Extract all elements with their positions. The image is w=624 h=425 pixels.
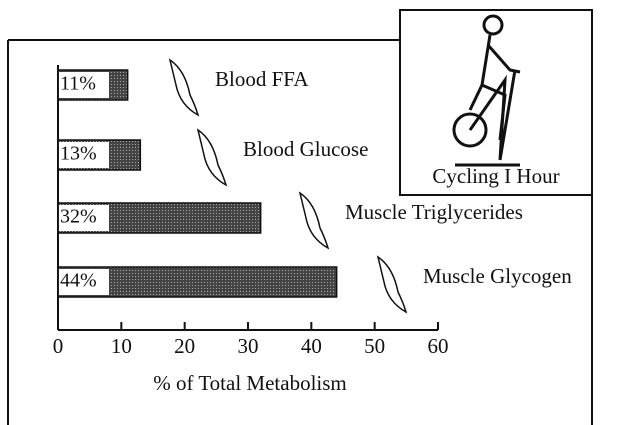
muscle-icon [198, 130, 226, 185]
category-label: Blood FFA [215, 67, 309, 91]
chart: Cycling I Hour % of Total Metabolism 0 10… [0, 0, 624, 425]
category-label: Muscle Triglycerides [345, 200, 523, 224]
category-label: Blood Glucose [243, 137, 368, 161]
muscle-icon [300, 193, 328, 248]
category-label: Muscle Glycogen [423, 264, 572, 288]
value-label: 11% [60, 73, 96, 95]
x-tick-label: 20 [174, 334, 195, 358]
value-label: 13% [60, 143, 97, 165]
muscle-icon [378, 257, 406, 312]
x-tick-label: 30 [238, 334, 259, 358]
x-tick-label: 0 [53, 334, 64, 358]
x-tick-label: 40 [301, 334, 322, 358]
value-label: 32% [60, 206, 97, 228]
value-label: 44% [60, 270, 97, 292]
inset-label: Cycling I Hour [432, 164, 559, 188]
cyclist-icon [454, 16, 520, 165]
x-axis-label: % of Total Metabolism [153, 371, 347, 395]
x-tick-label: 50 [364, 334, 385, 358]
muscle-icon [170, 60, 198, 115]
x-tick-label: 10 [111, 334, 132, 358]
x-tick-label: 60 [428, 334, 449, 358]
